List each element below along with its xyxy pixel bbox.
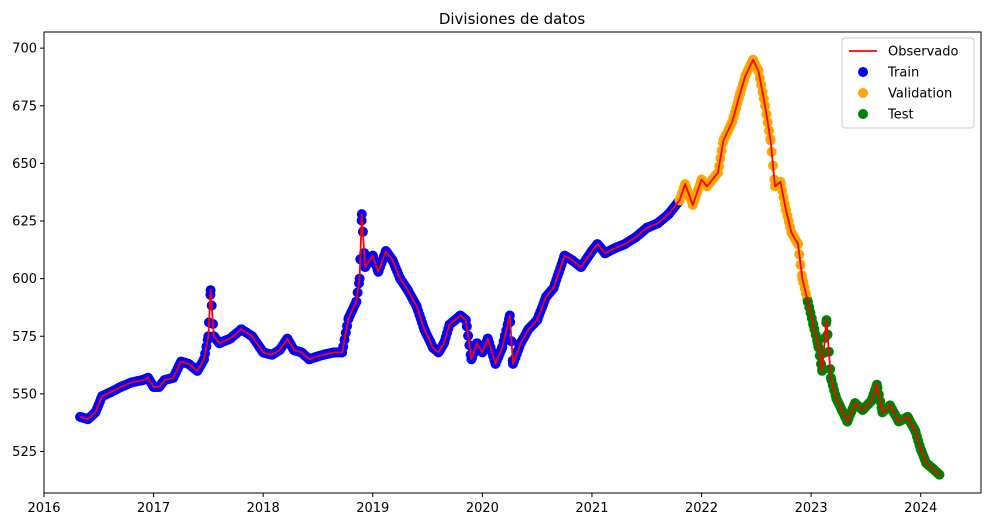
legend-box — [841, 37, 975, 129]
x-tick-label: 2023 — [795, 501, 828, 516]
x-tick-label: 2020 — [466, 501, 499, 516]
chart-title: Divisiones de datos — [439, 10, 586, 28]
legend-marker-validation — [858, 88, 868, 98]
y-tick-label: 525 — [12, 445, 37, 460]
x-tick-label: 2018 — [247, 501, 280, 516]
y-tick-label: 675 — [12, 99, 37, 114]
x-tick-label: 2019 — [356, 501, 389, 516]
axes-frame — [43, 31, 982, 494]
legend-label-validation: Validation — [888, 87, 952, 102]
y-tick-label: 575 — [12, 330, 37, 345]
observed-line — [79, 58, 941, 476]
line-layer — [79, 58, 941, 476]
legend-label-test: Test — [887, 108, 914, 123]
y-tick-label: 625 — [12, 215, 37, 230]
y-tick-label: 650 — [12, 157, 37, 172]
legend-marker-test — [858, 109, 868, 119]
x-tick-label: 2021 — [575, 501, 608, 516]
y-tick-label: 550 — [12, 387, 37, 402]
y-tick-label: 700 — [12, 42, 37, 57]
legend-label-train: Train — [887, 66, 919, 81]
x-tick-label: 2022 — [685, 501, 718, 516]
x-tick-label: 2024 — [904, 501, 937, 516]
y-axis: 525 550 575 600 625 650 675 700 — [12, 42, 44, 460]
legend: Observado Train Validation Test — [841, 37, 975, 129]
x-axis: 2016 2017 2018 2019 2020 2021 2022 2023 2024 — [27, 493, 937, 516]
y-tick-label: 600 — [12, 272, 37, 287]
scatter-layer — [75, 54, 945, 480]
x-tick-label: 2016 — [27, 501, 60, 516]
legend-label-observado: Observado — [888, 45, 959, 60]
x-tick-label: 2017 — [137, 501, 170, 516]
legend-marker-train — [858, 67, 868, 77]
